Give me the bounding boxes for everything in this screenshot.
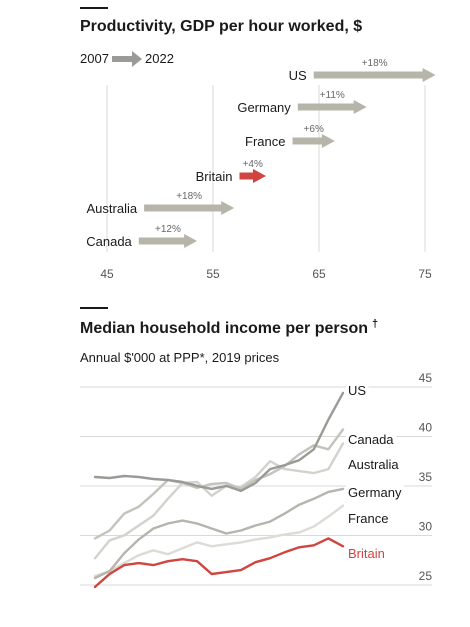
series-line-canada: [93, 428, 345, 540]
panel2-title-text: Median household income per person: [80, 320, 368, 337]
panel2-y-ticks: 25 30 35 40 45: [419, 371, 433, 583]
change-label-france: +6%: [304, 124, 324, 135]
panel2-subtitle: Annual $'000 at PPP*, 2019 prices: [80, 350, 280, 365]
panel2-y-tick-label: 35: [419, 470, 433, 484]
series-line-germany: [93, 487, 345, 580]
series-line-britain: [93, 537, 345, 589]
change-label-canada: +12%: [155, 224, 181, 235]
panel1-grid: [106, 85, 426, 252]
country-label-france: France: [245, 134, 285, 149]
panel2-title: Median household income per person †: [80, 318, 378, 337]
change-label-germany: +11%: [320, 90, 345, 101]
change-label-britain: +4%: [243, 159, 263, 170]
legend-start-year: 2007: [80, 51, 109, 66]
country-label-britain: Britain: [196, 169, 233, 184]
panel1-x-tick-label: 65: [312, 267, 326, 281]
arrow-head-germany: [353, 100, 367, 114]
series-label-germany: Germany: [348, 485, 402, 500]
panel2-y-tick-label: 45: [419, 371, 433, 385]
series-label-france: France: [348, 511, 388, 526]
label-knockout: [346, 383, 369, 398]
arrow-head-canada: [184, 234, 198, 248]
label-knockout: [346, 511, 391, 526]
arrow-shaft-germany: [297, 103, 355, 111]
series-label-australia: Australia: [348, 457, 399, 472]
panel2-title-marker: †: [372, 318, 378, 330]
country-label-us: US: [289, 68, 307, 83]
panel2-y-tick-label: 40: [419, 421, 433, 435]
arrow-head-britain: [253, 169, 266, 183]
arrow-shaft-france: [292, 137, 323, 145]
panel1-title: Productivity, GDP per hour worked, $: [80, 18, 362, 35]
label-knockout: [346, 546, 387, 561]
series-line-us: [93, 391, 345, 493]
arrow-shaft-australia: [144, 204, 223, 212]
series-line-australia: [93, 442, 345, 560]
panel2-y-tick-label: 25: [419, 569, 433, 583]
panel1-arrows: US +18% Germany +11% France +6% Britain +4% Aust…: [86, 58, 436, 249]
panel2-series-labels: US Canada Australia Germany France Britain: [346, 383, 404, 561]
panel2-lines: [93, 391, 345, 589]
arrow-head-france: [321, 134, 335, 148]
label-knockout: [346, 457, 402, 472]
legend-end-year: 2022: [145, 51, 174, 66]
panel1-x-tick-label: 55: [206, 267, 220, 281]
series-line-france: [93, 504, 345, 578]
country-label-australia: Australia: [87, 201, 138, 216]
arrow-head-us: [422, 68, 436, 82]
series-label-canada: Canada: [348, 432, 394, 447]
series-label-us: US: [348, 383, 366, 398]
label-knockout: [346, 432, 397, 447]
series-label-britain: Britain: [348, 546, 385, 561]
country-label-germany: Germany: [237, 100, 291, 115]
arrow-shaft-britain: [239, 172, 254, 180]
panel1-x-tick-label: 45: [100, 267, 114, 281]
country-label-canada: Canada: [86, 234, 132, 249]
label-knockout: [346, 485, 404, 500]
arrow-shaft-us: [313, 71, 424, 79]
panel1-x-ticks: 45 55 65 75: [100, 267, 432, 281]
panel1-x-tick-label: 75: [418, 267, 432, 281]
arrow-shaft-canada: [138, 237, 186, 245]
change-label-us: +18%: [362, 58, 388, 69]
arrow-head-australia: [221, 201, 235, 215]
panel2-y-tick-label: 30: [419, 520, 433, 534]
legend-arrow-icon: [112, 51, 142, 67]
change-label-australia: +18%: [176, 191, 202, 202]
